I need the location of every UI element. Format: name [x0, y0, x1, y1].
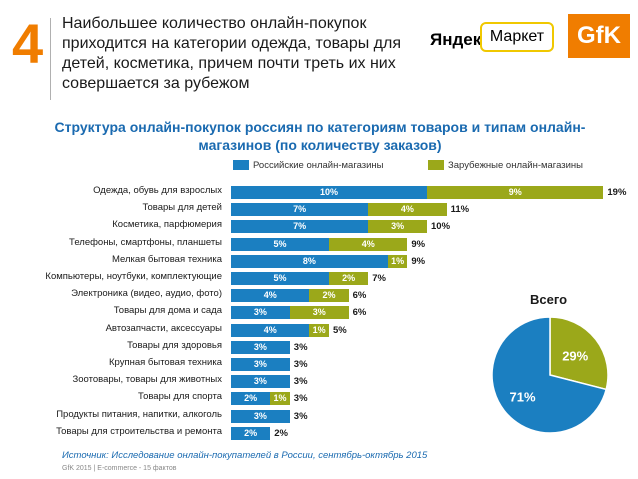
bar-russian: 3% [231, 306, 290, 320]
legend-label-foreign: Зарубежные онлайн-магазины [448, 160, 583, 171]
total-label: 9% [411, 238, 426, 250]
total-label: 19% [607, 187, 627, 198]
headline: Наибольшее количество онлайн-покупок при… [62, 15, 401, 92]
legend-swatch-russian [233, 160, 249, 171]
bar-russian: 2% [231, 392, 271, 406]
bar-russian: 3% [231, 409, 290, 423]
category-label: Автозапчасти, аксессуары [105, 322, 222, 334]
total-label: 11% [450, 204, 470, 216]
bar-foreign: 4% [329, 237, 408, 251]
bar-foreign: 1% [309, 323, 329, 337]
category-label: Компьютеры, ноутбуки, комплектующие [45, 271, 222, 282]
bar-foreign: 1% [387, 254, 408, 268]
bar-foreign: 2% [329, 272, 369, 285]
category-label: Мелкая бытовая техника [111, 253, 222, 265]
total-label: 6% [352, 307, 367, 319]
legend-label-russian: Российские онлайн-магазины [253, 160, 384, 171]
total-label: 3% [293, 359, 308, 370]
total-label: 3% [293, 393, 308, 405]
category-label: Одежда, обувь для взрослых [93, 185, 222, 196]
total-label: 10% [431, 221, 451, 233]
total-label: 9% [411, 255, 426, 267]
pie-slice [491, 316, 608, 434]
total-label: 3% [293, 410, 308, 422]
slide-number: 4 [12, 12, 44, 75]
pie-label: 71% [509, 389, 535, 404]
bar-russian: 3% [231, 340, 290, 354]
pie-chart: 29% 71% [491, 316, 609, 434]
category-label: Товары для детей [142, 202, 222, 214]
bar-russian: 5% [231, 237, 329, 251]
bar-foreign: 4% [368, 203, 447, 217]
source-note: Источник: Исследование онлайн-покупателе… [62, 450, 428, 461]
category-label: Крупная бытовая техника [109, 357, 222, 368]
total-label: 2% [274, 427, 288, 439]
category-label: Товары для строительства и ремонта [56, 425, 222, 437]
bar-russian: 8% [231, 254, 388, 268]
total-label: 3% [293, 376, 308, 388]
bar-russian: 4% [231, 289, 310, 303]
bar-russian: 3% [231, 358, 290, 371]
bar-russian: 7% [231, 203, 369, 217]
bar-foreign: 2% [309, 289, 349, 303]
bar-russian: 7% [231, 220, 369, 234]
yandex-logo-text: Яндекс [430, 30, 491, 49]
bar-russian: 10% [231, 186, 427, 199]
legend-russian: Российские онлайн-магазины [233, 160, 384, 171]
pie-label: 29% [562, 348, 588, 363]
legend-swatch-foreign [428, 160, 444, 171]
total-label: 3% [293, 341, 308, 353]
category-label: Товары для спорта [138, 391, 222, 403]
total-label: 6% [352, 290, 367, 302]
legend-foreign: Зарубежные онлайн-магазины [428, 160, 583, 171]
category-label: Товары для дома и сада [113, 305, 222, 317]
bar-russian: 4% [231, 323, 310, 337]
bar-foreign: 1% [270, 392, 290, 406]
header-divider [50, 18, 51, 100]
bar-russian: 5% [231, 272, 329, 285]
category-label: Косметика, парфюмерия [112, 219, 222, 231]
category-label: Зоотовары, товары для животных [72, 374, 222, 386]
bar-russian: 2% [231, 426, 271, 440]
bar-russian: 3% [231, 375, 290, 389]
bar-foreign: 3% [368, 220, 427, 234]
chart-title: Структура онлайн-покупок россиян по кате… [54, 119, 586, 153]
total-label: 7% [372, 273, 386, 284]
pie-title: Всего [530, 292, 568, 307]
gfk-logo: GfK [568, 14, 630, 58]
footer-meta: GfK 2015 | E-commerce - 15 фактов [62, 465, 177, 472]
pie-slice [549, 316, 609, 391]
category-label: Телефоны, смартфоны, планшеты [69, 236, 222, 248]
bar-foreign: 9% [427, 186, 604, 199]
category-label: Продукты питания, напитки, алкоголь [56, 408, 222, 420]
category-label: Товары для здоровья [127, 339, 222, 351]
yandex-logo: Яндекс [430, 30, 490, 50]
bar-foreign: 3% [289, 306, 349, 320]
total-label: 5% [333, 324, 347, 336]
category-label: Электроника (видео, аудио, фото) [71, 288, 222, 300]
market-logo: Маркет [480, 22, 554, 52]
